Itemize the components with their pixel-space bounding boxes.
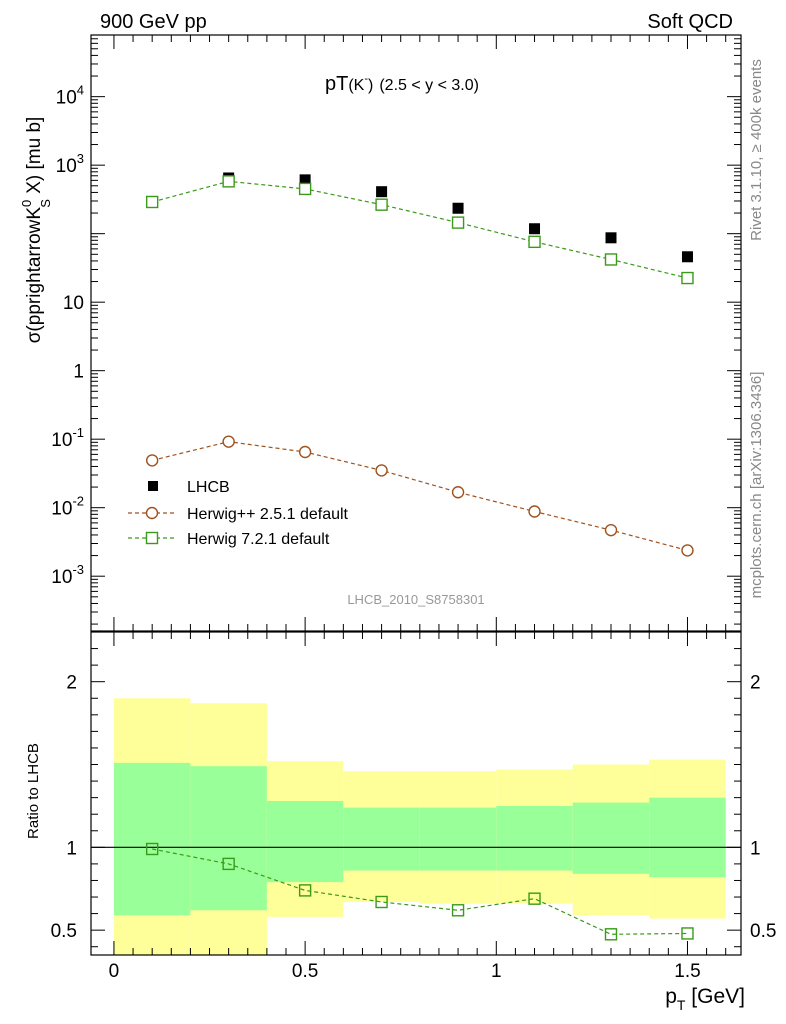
band-inner — [343, 807, 420, 871]
ratio-y-tick-label-left: 0.5 — [51, 921, 77, 942]
ratio-series-layer — [145, 842, 694, 941]
ratio-y-tick-label-right: 0.5 — [750, 921, 776, 942]
ratio-point-herwig7 — [528, 892, 541, 905]
legend-marker-herwigpp — [145, 506, 159, 520]
main-plot-frame — [90, 34, 742, 632]
ratio-y-tick-label-right: 1 — [750, 838, 761, 859]
data-point-herwig7 — [604, 253, 618, 266]
main-axis-tick-labels: 104 103 10-1 10-2 10-3 10 1 — [51, 83, 84, 589]
data-point-herwig7 — [375, 198, 388, 211]
series-line — [152, 441, 688, 551]
y-tick-label: 1 — [73, 362, 84, 383]
ratio-point-herwig7 — [298, 884, 312, 897]
band-inner — [572, 802, 650, 874]
ratio-point-herwig7 — [145, 842, 159, 856]
y-tick-label: 10-3 — [51, 562, 84, 588]
data-point-herwigpp — [222, 435, 235, 448]
legend-label-herwigpp: Herwig++ 2.5.1 default — [187, 506, 349, 523]
data-point-herwigpp — [604, 523, 618, 537]
band-inner — [649, 797, 726, 878]
data-point-herwig7 — [528, 235, 541, 249]
legend: LHCB Herwig++ 2.5.1 default Herwig 7.2.1… — [128, 479, 349, 548]
data-point-herwigpp — [298, 445, 312, 459]
data-point-herwigpp — [681, 544, 694, 557]
x-axis-label: pT [GeV] — [665, 985, 745, 1013]
data-point-herwigpp — [145, 454, 159, 467]
ratio-uncertainty-bands — [90, 631, 742, 956]
ratio-plot-frame — [90, 631, 742, 956]
band-inner — [496, 805, 573, 871]
ratio-y-tick-label-left: 1 — [66, 838, 77, 859]
side-label-mcplots: mcplots.cern.ch [arXiv:1306.3436] — [748, 372, 765, 599]
data-point-lhcb — [299, 174, 311, 186]
band-inner — [190, 766, 267, 911]
ratio-axis-tick-labels: 2 2 1 1 0.5 0.5 0 0.5 1 1.5 — [51, 673, 777, 982]
ratio-y-axis-label: Ratio to LHCB — [25, 743, 42, 839]
data-point-herwig7 — [451, 216, 465, 229]
data-point-herwig7 — [222, 175, 235, 188]
x-tick-label: 1 — [491, 961, 502, 982]
series-line — [152, 180, 688, 279]
data-point-herwigpp — [451, 486, 465, 499]
header-right: Soft QCD — [647, 11, 733, 33]
ratio-point-herwig7 — [604, 928, 618, 941]
y-tick-label: 10-2 — [51, 494, 84, 520]
main-series-layer — [145, 172, 694, 557]
data-point-lhcb — [529, 223, 541, 235]
data-point-herwigpp — [528, 505, 541, 518]
legend-label-lhcb: LHCB — [187, 479, 230, 496]
band-inner — [113, 762, 191, 916]
main-plot-title: pT(K-) (2.5 < y < 3.0) — [325, 73, 479, 95]
y-tick-label: 10-1 — [51, 425, 84, 451]
data-point-lhcb — [452, 202, 464, 214]
x-tick-label: 0 — [109, 961, 120, 982]
ratio-axis-ticks — [91, 631, 741, 955]
x-tick-label: 0.5 — [292, 961, 318, 982]
data-point-herwigpp — [375, 464, 388, 477]
main-axis-ticks — [91, 35, 741, 631]
legend-label-herwig7: Herwig 7.2.1 default — [187, 531, 330, 548]
ratio-point-herwig7 — [222, 857, 235, 871]
y-tick-label: 104 — [56, 83, 84, 109]
ratio-point-herwig7 — [375, 895, 388, 909]
band-inner — [266, 800, 344, 883]
legend-marker-lhcb — [148, 481, 158, 491]
main-plot-area — [90, 34, 742, 632]
ratio-y-tick-label-right: 2 — [750, 673, 761, 694]
ratio-series-line — [152, 848, 688, 935]
data-point-lhcb — [605, 232, 617, 244]
side-label-rivet: Rivet 3.1.10, ≥ 400k events — [748, 59, 765, 241]
ratio-point-herwig7 — [451, 904, 465, 917]
x-tick-label: 1.5 — [674, 961, 700, 982]
header-left: 900 GeV pp — [100, 11, 207, 33]
analysis-watermark: LHCB_2010_S8758301 — [347, 592, 484, 607]
data-point-herwig7 — [298, 182, 312, 196]
data-point-herwig7 — [681, 271, 694, 285]
ratio-point-herwig7 — [681, 927, 694, 940]
main-y-axis-label: σ(pprightarrowK0 S X) [mu b] — [19, 117, 53, 344]
data-point-lhcb — [376, 186, 388, 198]
y-tick-label: 10 — [63, 293, 84, 314]
data-point-herwig7 — [145, 195, 159, 209]
legend-marker-herwig7 — [145, 531, 159, 545]
data-point-lhcb — [681, 251, 693, 263]
ratio-y-tick-label-left: 2 — [66, 673, 77, 694]
y-tick-label: 103 — [56, 151, 84, 177]
band-inner — [419, 807, 497, 871]
